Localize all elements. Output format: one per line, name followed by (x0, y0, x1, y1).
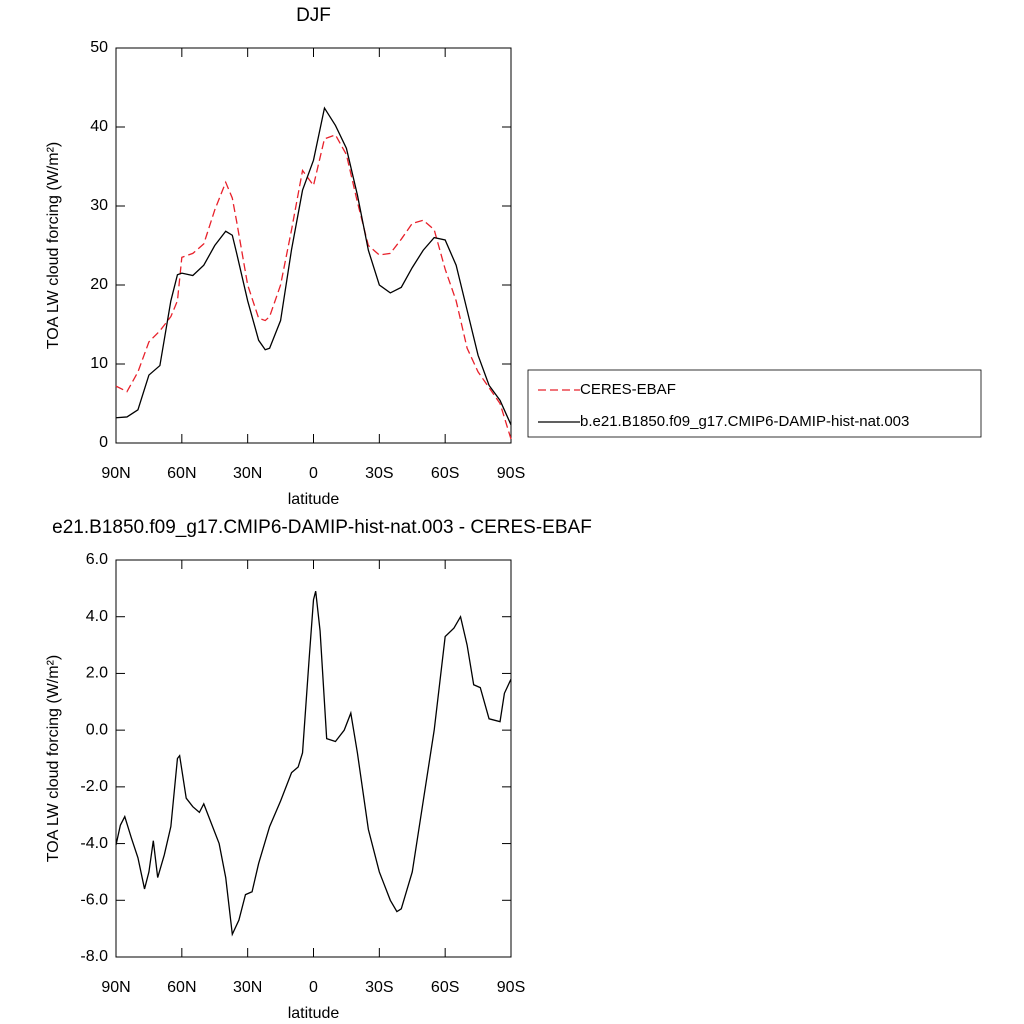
y-tick-label: 2.0 (86, 665, 108, 682)
plot-frame (115, 559, 512, 958)
x-tick-label: 90S (497, 979, 525, 996)
x-tick-label: 60S (431, 465, 459, 482)
x-tick-label: 30N (233, 465, 262, 482)
data-line (115, 106, 512, 426)
x-tick-label: 60N (167, 979, 196, 996)
x-axis-label: latitude (288, 491, 340, 508)
y-tick-label: -8.0 (80, 948, 108, 965)
y-tick-label: -6.0 (80, 892, 108, 909)
y-tick-label: 0.0 (86, 721, 108, 738)
x-tick-label: 90S (497, 465, 525, 482)
x-tick-label: 30N (233, 979, 262, 996)
legend-label: CERES-EBAF (580, 381, 676, 398)
x-tick-label: 0 (309, 465, 318, 482)
x-tick-label: 30S (365, 465, 393, 482)
x-tick-label: 60S (431, 979, 459, 996)
y-tick-label: -2.0 (80, 778, 108, 795)
data-line (115, 591, 512, 937)
legend-box (527, 369, 982, 438)
x-tick-label: 0 (309, 979, 318, 996)
y-axis-label: TOA LW cloud forcing (W/m²) (45, 655, 62, 862)
x-axis-label: latitude (288, 1005, 340, 1022)
x-tick-label: 90N (101, 979, 130, 996)
x-tick-label: 30S (365, 979, 393, 996)
y-tick-label: -4.0 (80, 835, 108, 852)
x-tick-label: 90N (101, 465, 130, 482)
y-tick-label: 20 (90, 276, 108, 293)
chart-title: DJF (296, 5, 331, 26)
data-line (115, 134, 512, 440)
y-tick-label: 50 (90, 39, 108, 56)
y-tick-label: 10 (90, 355, 108, 372)
plot-frame (115, 47, 512, 444)
y-tick-label: 6.0 (86, 551, 108, 568)
y-tick-label: 30 (90, 197, 108, 214)
x-tick-label: 60N (167, 465, 196, 482)
y-tick-label: 4.0 (86, 608, 108, 625)
legend-label: b.e21.B1850.f09_g17.CMIP6-DAMIP-hist-nat… (580, 413, 909, 430)
y-axis-label: TOA LW cloud forcing (W/m²) (45, 142, 62, 349)
y-tick-label: 0 (99, 434, 108, 451)
chart-title: e21.B1850.f09_g17.CMIP6-DAMIP-hist-nat.0… (52, 517, 592, 538)
y-tick-label: 40 (90, 118, 108, 135)
